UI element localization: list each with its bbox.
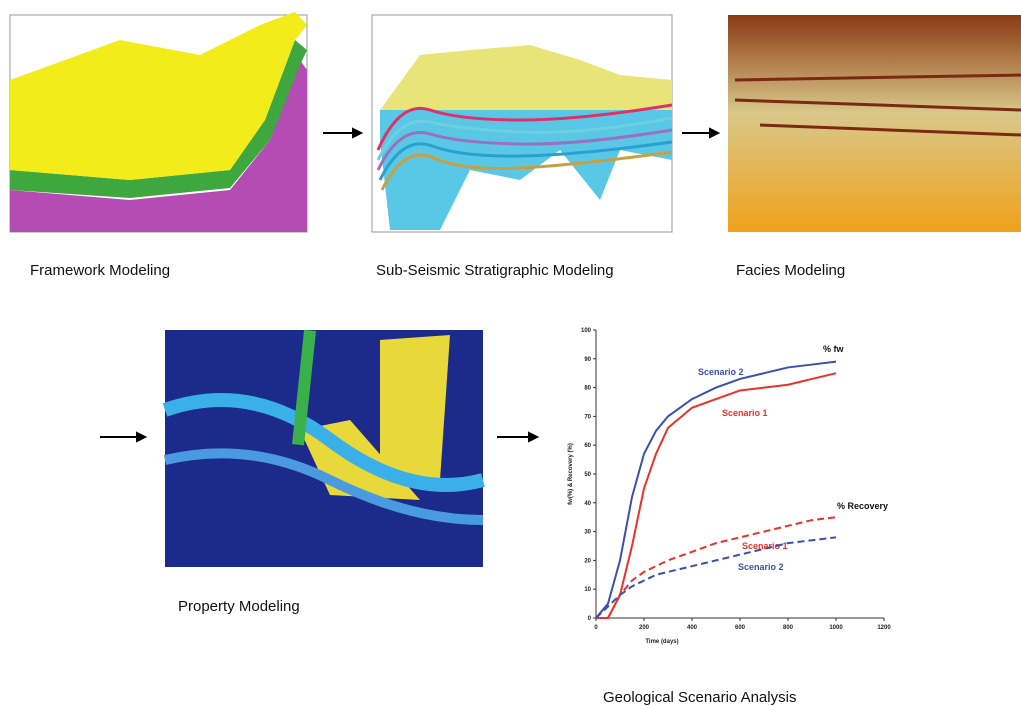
y-tick-label: 80: [584, 386, 591, 392]
series-label: Scenario 1: [722, 408, 768, 418]
stratigraphic-image: [372, 15, 672, 232]
y-tick-label: 0: [588, 616, 592, 622]
y-tick-label: 40: [584, 501, 591, 507]
x-tick-label: 400: [687, 625, 698, 631]
y-tick-label: 20: [584, 558, 591, 564]
y-tick-label: 70: [584, 414, 591, 420]
facies-image: [728, 15, 1021, 232]
caption: Geological Scenario Analysis: [603, 689, 796, 706]
x-tick-label: 1200: [877, 625, 891, 631]
caption: Framework Modeling: [30, 262, 170, 279]
y-tick-label: 10: [584, 587, 591, 593]
series-label: Scenario 2: [738, 562, 784, 572]
x-tick-label: 800: [783, 625, 794, 631]
y-tick-label: 30: [584, 530, 591, 536]
annotation: % fw: [823, 344, 845, 354]
property-image: [165, 330, 483, 567]
x-tick-label: 0: [594, 625, 598, 631]
series-label: Scenario 1: [742, 541, 788, 551]
page: Framework Modeling Sub-Seismic Stratigra…: [0, 0, 1021, 706]
x-axis-title: Time (days): [645, 639, 678, 645]
chart: Time (days) fw(%) & Recovery (%) % fw % …: [568, 328, 891, 645]
caption: Property Modeling: [178, 598, 300, 615]
x-tick-label: 200: [639, 625, 650, 631]
y-tick-label: 100: [581, 328, 592, 334]
caption: Facies Modeling: [736, 262, 845, 279]
series-line: [596, 517, 836, 618]
series-label: Scenario 2: [698, 367, 744, 377]
y-tick-label: 90: [584, 357, 591, 363]
framework-image: [10, 12, 307, 232]
y-tick-label: 50: [584, 472, 591, 478]
y-tick-label: 60: [584, 443, 591, 449]
figure: Framework Modeling Sub-Seismic Stratigra…: [0, 0, 1021, 706]
x-tick-label: 600: [735, 625, 746, 631]
annotation: % Recovery: [837, 501, 888, 511]
x-tick-label: 1000: [829, 625, 843, 631]
caption: Sub-Seismic Stratigraphic Modeling: [376, 262, 614, 279]
y-axis-title: fw(%) & Recovery (%): [568, 443, 574, 505]
